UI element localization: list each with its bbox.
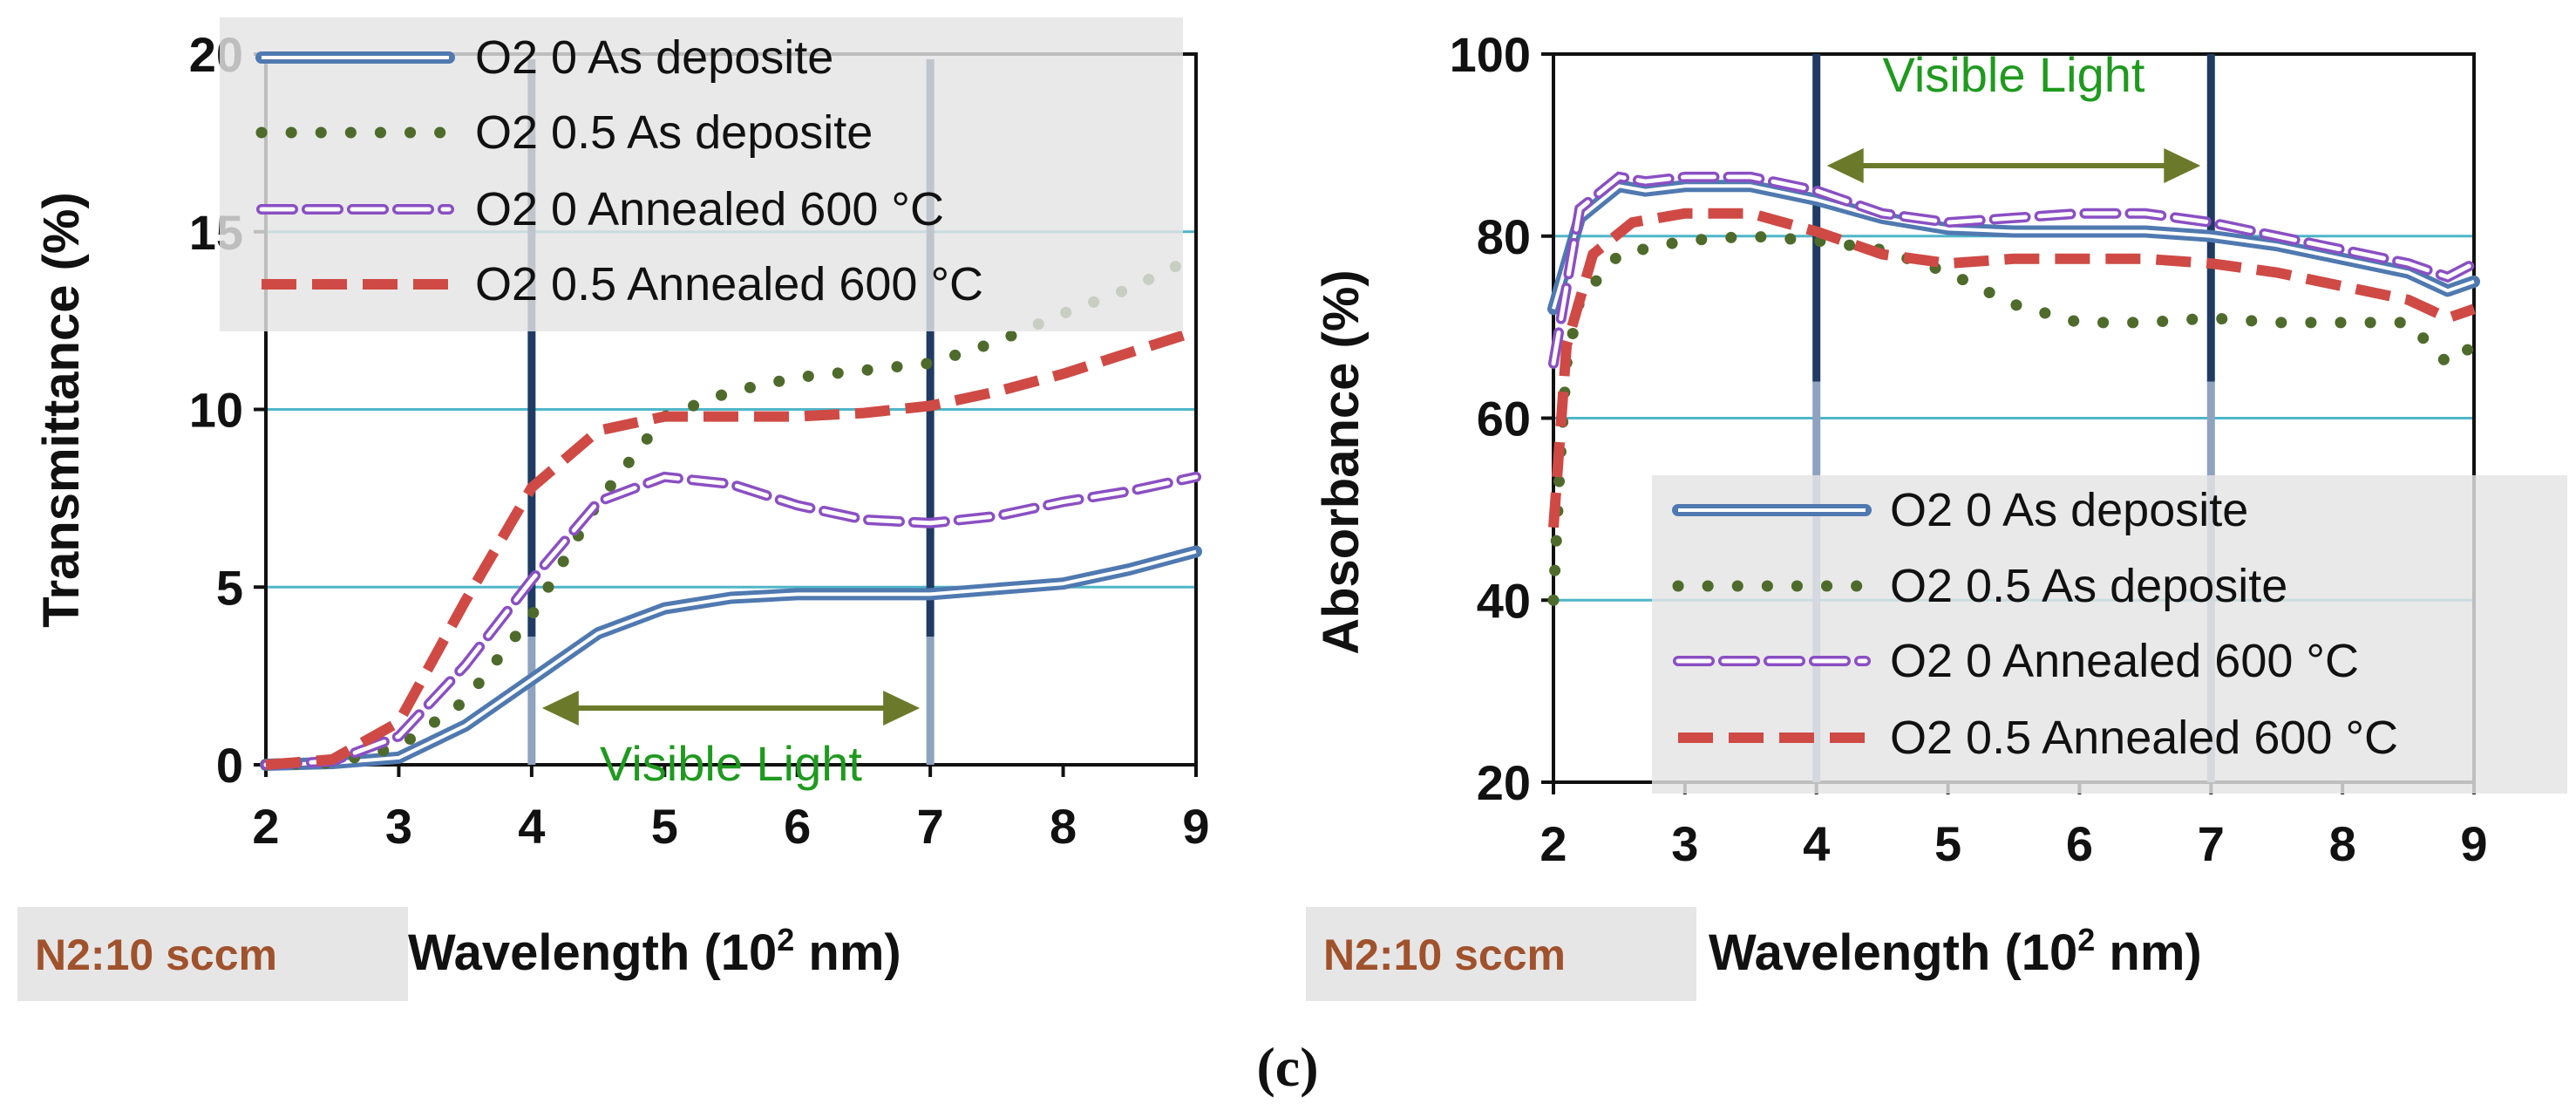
legend-item-2: O2 0 Annealed 600 °C xyxy=(256,183,944,235)
x-tick-label-5: 5 xyxy=(651,799,678,854)
series-1 xyxy=(260,250,1202,771)
x-tick-label-6: 6 xyxy=(784,799,811,854)
legend-label: O2 0.5 As deposite xyxy=(475,106,873,159)
y-tick-label-20: 20 xyxy=(1477,755,1531,810)
legend-label: O2 0 As deposite xyxy=(475,31,833,84)
visible-arrow-head-right xyxy=(2164,148,2201,183)
x-axis-title-tail: nm) xyxy=(2095,924,2201,981)
series-line-outer xyxy=(1548,171,2479,369)
series-line xyxy=(265,326,1198,770)
x-tick-label-8: 8 xyxy=(1050,799,1077,854)
visible-light-label: Visible Light xyxy=(600,736,862,791)
y-tick-label-100: 100 xyxy=(1450,27,1531,82)
x-tick-label-2: 2 xyxy=(1539,816,1567,871)
legend-label: O2 0 As deposite xyxy=(1890,484,2248,536)
series-2 xyxy=(261,471,1201,770)
series-line xyxy=(1548,208,2476,528)
series-line-inner xyxy=(265,549,1197,767)
legend-label: O2 0 Annealed 600 °C xyxy=(1890,635,2359,687)
legend-item-1: O2 0.5 As deposite xyxy=(1672,560,2287,612)
legend-item-1: O2 0.5 As deposite xyxy=(255,106,873,159)
legend-item-0: O2 0 As deposite xyxy=(1672,484,2248,536)
condition-badge: N2:10 sccm xyxy=(35,930,277,979)
x-axis-title-sup: 2 xyxy=(777,922,794,957)
y-tick-label-5: 5 xyxy=(216,560,243,615)
series-0 xyxy=(260,545,1202,771)
x-tick-label-3: 3 xyxy=(1671,816,1698,871)
right-chart-panel: 20 40 60 80 100 2 3 4 5 6 7 8 9 Visible Light O2 0 As … xyxy=(1306,27,2567,1001)
series-2 xyxy=(1548,171,2479,369)
y-tick-label-80: 80 xyxy=(1477,209,1531,264)
x-tick-label-4: 4 xyxy=(518,799,545,854)
legend-item-0: O2 0 As deposite xyxy=(255,31,833,84)
visible-light-label: Visible Light xyxy=(1883,47,2145,102)
visible-arrow-head-left xyxy=(1826,148,1864,183)
x-axis-title: Wavelength (102 nm) xyxy=(408,922,901,981)
condition-badge-bg xyxy=(17,907,408,1001)
x-tick-label-9: 9 xyxy=(2460,816,2487,871)
series-line-outer xyxy=(261,471,1201,770)
series-line-inner xyxy=(1551,174,2477,366)
legend-label: O2 0.5 As deposite xyxy=(1890,560,2287,612)
y-axis-title: Transmittance (%) xyxy=(33,192,90,628)
series-3 xyxy=(1548,208,2476,528)
x-tick-label-6: 6 xyxy=(2066,816,2093,871)
legend-item-3: O2 0.5 Annealed 600 °C xyxy=(262,258,983,310)
visible-arrow-head-right xyxy=(883,691,921,726)
x-tick-label-8: 8 xyxy=(2329,816,2356,871)
x-tick-label-7: 7 xyxy=(2198,816,2225,871)
figure-caption: (c) xyxy=(1256,1036,1318,1098)
x-axis-title-main: Wavelength (10 xyxy=(1709,924,2077,981)
x-tick-label-4: 4 xyxy=(1803,816,1830,871)
visible-arrow-head-left xyxy=(541,691,579,726)
series-line-inner xyxy=(1552,184,2475,310)
y-tick-label-0: 0 xyxy=(216,738,243,793)
y-tick-label-60: 60 xyxy=(1477,392,1531,446)
x-tick-label-3: 3 xyxy=(385,799,412,854)
x-tick-label-7: 7 xyxy=(917,799,944,854)
x-tick-label-9: 9 xyxy=(1182,799,1209,854)
x-axis-title-sup: 2 xyxy=(2077,922,2095,957)
x-axis-title-tail: nm) xyxy=(794,924,901,981)
series-0 xyxy=(1547,180,2480,316)
legend-label: O2 0.5 Annealed 600 °C xyxy=(475,258,983,310)
x-tick-label-5: 5 xyxy=(1934,816,1961,871)
y-tick-label-40: 40 xyxy=(1477,573,1531,628)
y-tick-label-10: 10 xyxy=(189,383,243,438)
x-axis-title: Wavelength (102 nm) xyxy=(1709,922,2202,981)
y-axis-title: Absorbance (%) xyxy=(1313,269,1370,655)
condition-badge-bg xyxy=(1306,907,1696,1001)
legend-label: O2 0.5 Annealed 600 °C xyxy=(1890,712,2398,764)
legend-item-3: O2 0.5 Annealed 600 °C xyxy=(1678,712,2398,764)
x-tick-label-2: 2 xyxy=(252,799,279,854)
legend-item-2: O2 0 Annealed 600 °C xyxy=(1673,635,2359,687)
condition-badge: N2:10 sccm xyxy=(1323,930,1566,979)
series-3 xyxy=(265,326,1198,770)
series-line xyxy=(260,250,1202,771)
x-axis-title-main: Wavelength (10 xyxy=(408,924,777,981)
legend-label: O2 0 Annealed 600 °C xyxy=(475,183,944,235)
